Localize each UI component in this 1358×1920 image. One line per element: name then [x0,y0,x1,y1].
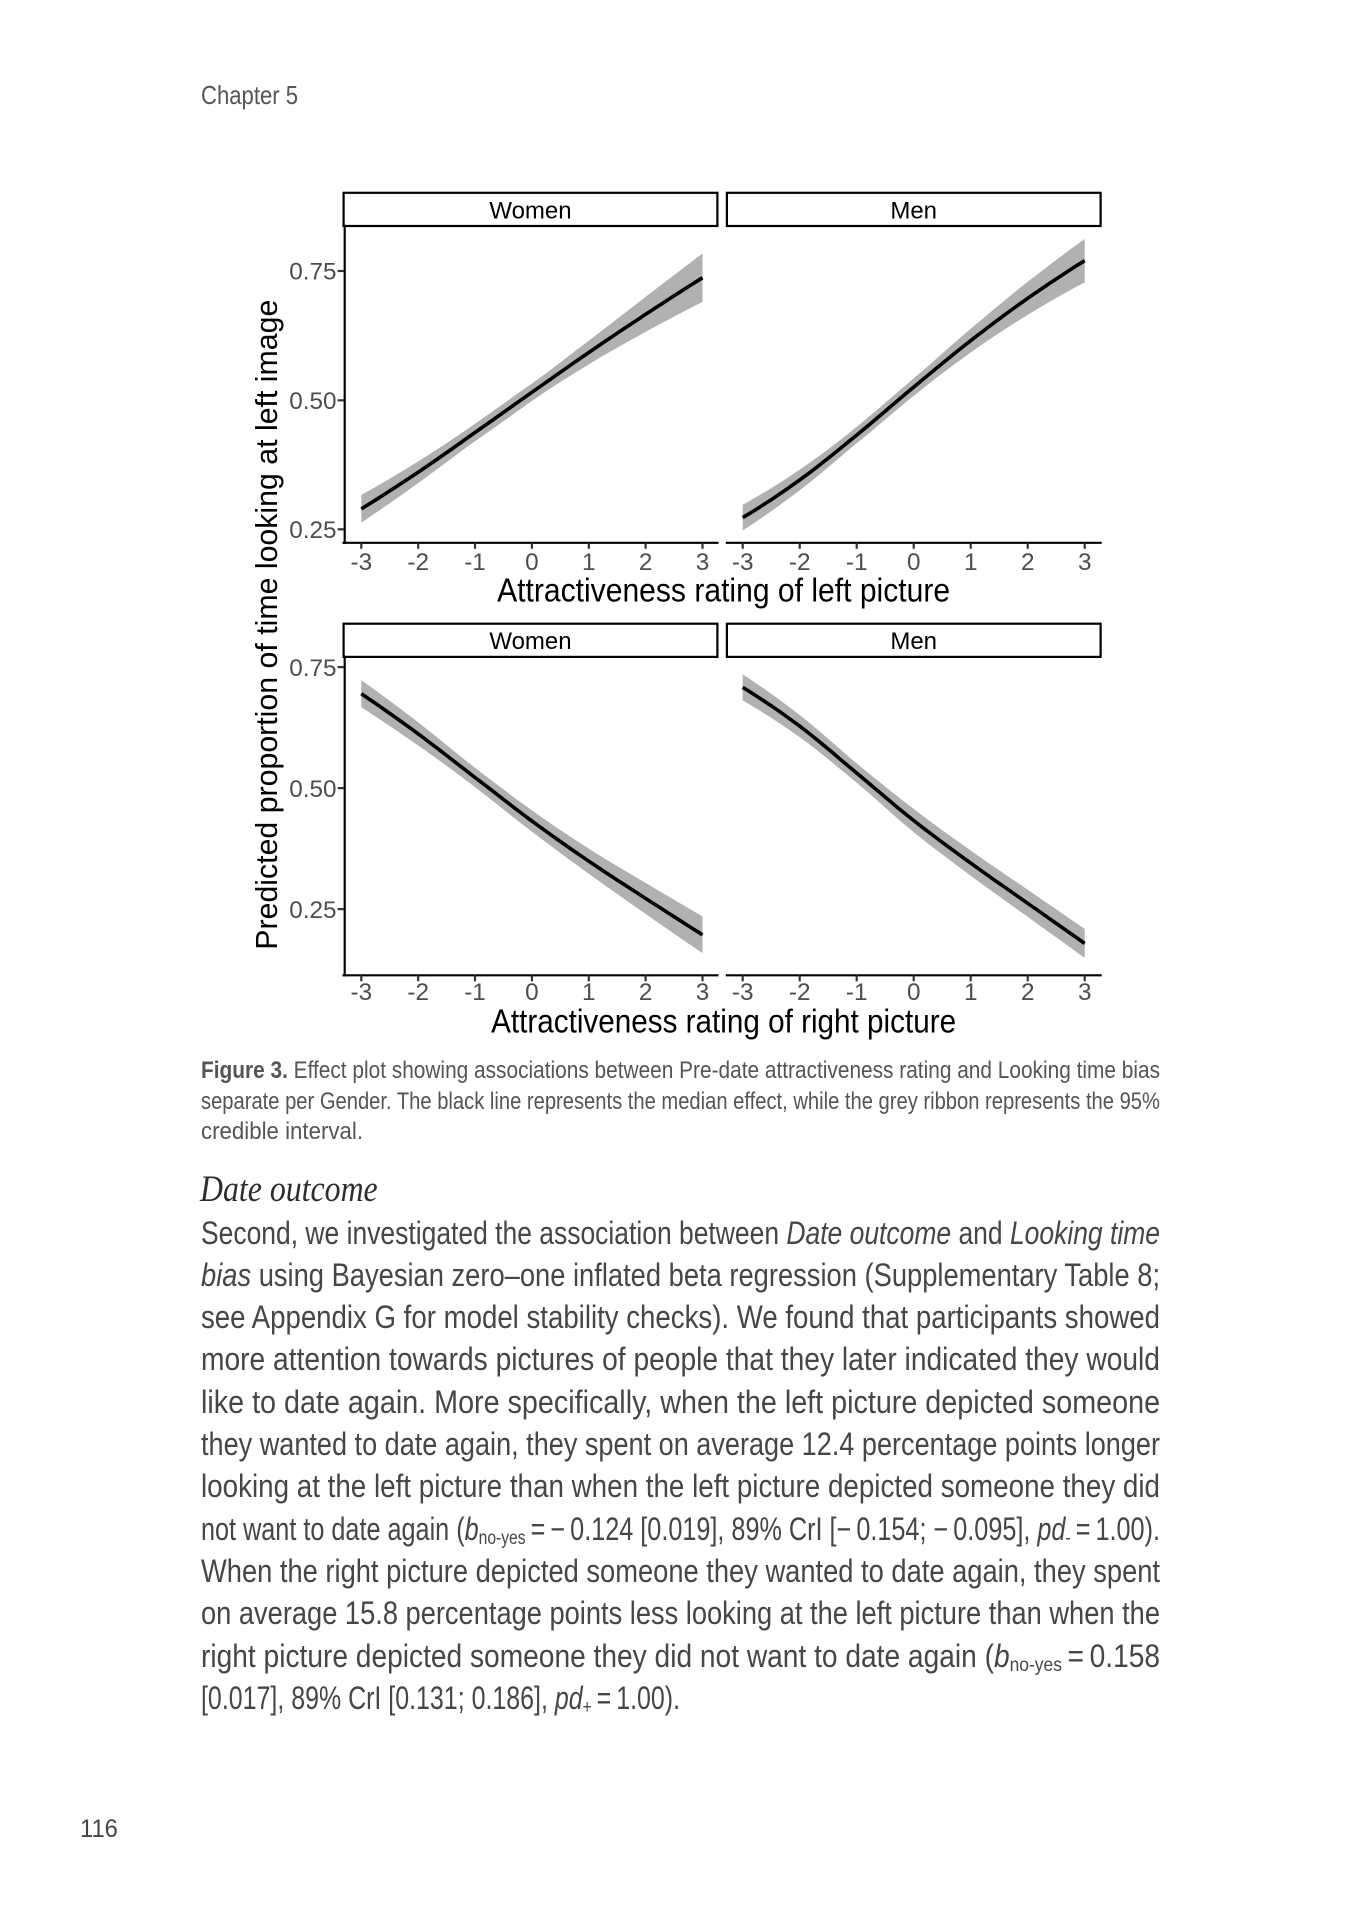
svg-text:1: 1 [582,549,596,576]
svg-text:0.75: 0.75 [289,655,336,682]
svg-text:3: 3 [1078,979,1092,1006]
svg-text:Men: Men [890,197,937,224]
svg-text:1: 1 [964,979,978,1006]
svg-text:0: 0 [525,979,539,1006]
svg-text:3: 3 [696,549,710,576]
svg-text:Attractiveness rating of right: Attractiveness rating of right picture [491,1002,956,1039]
svg-text:-3: -3 [350,979,372,1006]
svg-text:-2: -2 [789,549,811,576]
svg-text:Men: Men [890,628,937,655]
svg-text:2: 2 [1021,979,1035,1006]
svg-text:-1: -1 [464,549,486,576]
svg-text:-2: -2 [407,979,429,1006]
svg-text:0.75: 0.75 [289,259,336,286]
svg-text:2: 2 [639,979,653,1006]
svg-text:-1: -1 [846,979,868,1006]
svg-text:0: 0 [525,549,539,576]
svg-text:Predicted proportion of time l: Predicted proportion of time looking at … [249,300,284,950]
svg-text:-2: -2 [407,549,429,576]
svg-text:0.25: 0.25 [289,517,336,544]
svg-text:0: 0 [907,979,921,1006]
svg-text:0.25: 0.25 [289,897,336,924]
svg-text:1: 1 [964,549,978,576]
svg-text:-2: -2 [789,979,811,1006]
svg-text:0.50: 0.50 [289,776,336,803]
svg-text:-1: -1 [846,549,868,576]
svg-text:2: 2 [1021,549,1035,576]
svg-text:-3: -3 [732,549,754,576]
svg-text:3: 3 [1078,549,1092,576]
svg-text:-1: -1 [464,979,486,1006]
svg-text:-3: -3 [350,549,372,576]
svg-text:0.50: 0.50 [289,388,336,415]
svg-text:-3: -3 [732,979,754,1006]
svg-text:Women: Women [489,197,571,224]
svg-text:1: 1 [582,979,596,1006]
svg-text:Attractiveness rating of left: Attractiveness rating of left picture [497,571,950,608]
svg-text:3: 3 [696,979,710,1006]
svg-text:0: 0 [907,549,921,576]
svg-text:Women: Women [489,628,571,655]
svg-text:2: 2 [639,549,653,576]
